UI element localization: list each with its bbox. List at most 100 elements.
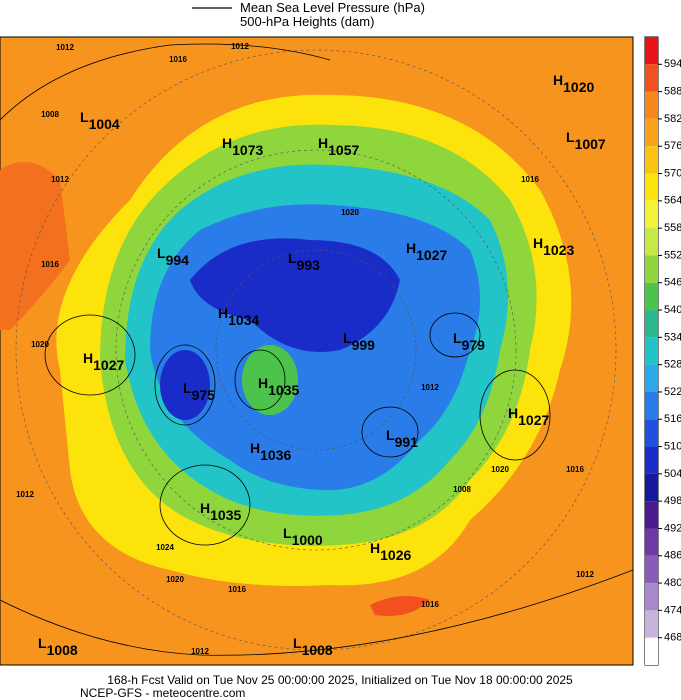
map bbox=[0, 36, 634, 666]
colorbar-swatch bbox=[645, 118, 658, 147]
colorbar-swatch bbox=[645, 37, 658, 65]
contour-label: 1024 bbox=[156, 543, 174, 552]
colorbar-swatch bbox=[645, 637, 658, 665]
center-letter: H bbox=[533, 235, 543, 251]
center-value: 999 bbox=[352, 337, 376, 353]
isobar bbox=[479, 369, 551, 461]
center-value: 1035 bbox=[210, 507, 241, 523]
pressure-center: L1008 bbox=[293, 635, 333, 658]
center-letter: L bbox=[183, 380, 192, 396]
contour-label: 1016 bbox=[566, 465, 584, 474]
footer-text: NCEP-GFS - meteocentre.com bbox=[80, 686, 245, 700]
colorbar-label: 558 bbox=[664, 222, 681, 234]
colorbar-swatch bbox=[645, 146, 658, 174]
center-value: 1008 bbox=[47, 642, 78, 658]
center-value: 994 bbox=[166, 252, 190, 268]
contour-label: 1008 bbox=[41, 110, 59, 119]
pressure-center: H1035 bbox=[200, 500, 241, 523]
center-letter: L bbox=[566, 129, 575, 145]
center-letter: H bbox=[258, 375, 268, 391]
pressure-center: H1035 bbox=[258, 375, 299, 398]
center-letter: H bbox=[508, 405, 518, 421]
center-value: 1073 bbox=[232, 142, 263, 158]
colorbar-label: 504 bbox=[664, 468, 681, 480]
pressure-center: L993 bbox=[288, 250, 320, 273]
colorbar-label: 486 bbox=[664, 550, 681, 562]
pressure-center: L991 bbox=[386, 427, 418, 450]
pressure-center: L1004 bbox=[80, 109, 120, 132]
graticule bbox=[115, 149, 517, 551]
colorbar-swatch bbox=[645, 583, 658, 611]
colorbar-label: 576 bbox=[664, 140, 681, 152]
isobar bbox=[159, 464, 251, 546]
pressure-center: H1023 bbox=[533, 235, 574, 258]
center-letter: L bbox=[343, 330, 352, 346]
center-letter: L bbox=[38, 635, 47, 651]
colorbar-swatch bbox=[645, 64, 658, 92]
pressure-center: L999 bbox=[343, 330, 375, 353]
graticule bbox=[15, 49, 617, 651]
colorbar-label: 588 bbox=[664, 86, 681, 98]
center-letter: L bbox=[288, 250, 297, 266]
pressure-center: L1008 bbox=[38, 635, 78, 658]
colorbar-swatch bbox=[645, 200, 658, 229]
pressure-center: L979 bbox=[453, 330, 485, 353]
center-letter: H bbox=[250, 440, 260, 456]
center-letter: H bbox=[406, 240, 416, 256]
colorbar-swatch bbox=[645, 337, 658, 365]
pressure-center: H1036 bbox=[250, 440, 291, 463]
colorbar-label: 546 bbox=[664, 277, 681, 289]
contour-label: 1012 bbox=[191, 647, 209, 656]
colorbar-label: 582 bbox=[664, 113, 681, 125]
pressure-center: H1073 bbox=[222, 135, 263, 158]
height-504 bbox=[190, 238, 400, 352]
center-letter: H bbox=[318, 135, 328, 151]
contour-label: 1016 bbox=[169, 55, 187, 64]
contour-label: 1020 bbox=[166, 575, 184, 584]
colorbar-label: 534 bbox=[664, 331, 681, 343]
colorbar-swatch bbox=[645, 228, 658, 256]
colorbar-label: 480 bbox=[664, 577, 681, 589]
pressure-center: H1034 bbox=[218, 305, 259, 328]
footer-text: 168-h Fcst Valid on Tue Nov 25 00:00:00 … bbox=[107, 673, 573, 687]
colorbar-swatch bbox=[645, 419, 658, 447]
colorbar-label: 528 bbox=[664, 359, 681, 371]
colorbar-label: 564 bbox=[664, 195, 681, 207]
colorbar-swatch bbox=[645, 391, 658, 420]
pressure-center: L975 bbox=[183, 380, 215, 403]
center-value: 991 bbox=[395, 434, 419, 450]
colorbar-swatch bbox=[645, 364, 658, 392]
center-value: 975 bbox=[192, 387, 216, 403]
center-value: 1026 bbox=[380, 547, 411, 563]
colorbar-label: 492 bbox=[664, 522, 681, 534]
pressure-center: L1007 bbox=[566, 129, 606, 152]
center-value: 1020 bbox=[563, 79, 594, 95]
center-letter: H bbox=[370, 540, 380, 556]
contour-label: 1008 bbox=[453, 485, 471, 494]
pressure-center: H1020 bbox=[553, 72, 594, 95]
contour-label: 1020 bbox=[491, 465, 509, 474]
center-letter: H bbox=[83, 350, 93, 366]
colorbar-label: 498 bbox=[664, 495, 681, 507]
center-value: 1004 bbox=[89, 116, 120, 132]
pressure-center: L1000 bbox=[283, 525, 323, 548]
colorbar-swatch bbox=[645, 501, 658, 529]
contour-label: 1012 bbox=[231, 42, 249, 51]
warm-region bbox=[0, 162, 70, 330]
height-504 bbox=[160, 350, 210, 420]
colorbar-swatch bbox=[645, 446, 658, 474]
center-letter: L bbox=[453, 330, 462, 346]
isobar bbox=[0, 569, 634, 656]
center-letter: H bbox=[218, 305, 228, 321]
center-letter: H bbox=[222, 135, 232, 151]
center-value: 1027 bbox=[416, 247, 447, 263]
center-letter: L bbox=[386, 427, 395, 443]
colorbar-swatch bbox=[645, 473, 658, 502]
contour-label: 1012 bbox=[16, 490, 34, 499]
contour-label: 1020 bbox=[31, 340, 49, 349]
center-value: 1027 bbox=[93, 357, 124, 373]
colorbar-label: 552 bbox=[664, 249, 681, 261]
contour-label: 1012 bbox=[56, 43, 74, 52]
center-letter: H bbox=[553, 72, 563, 88]
